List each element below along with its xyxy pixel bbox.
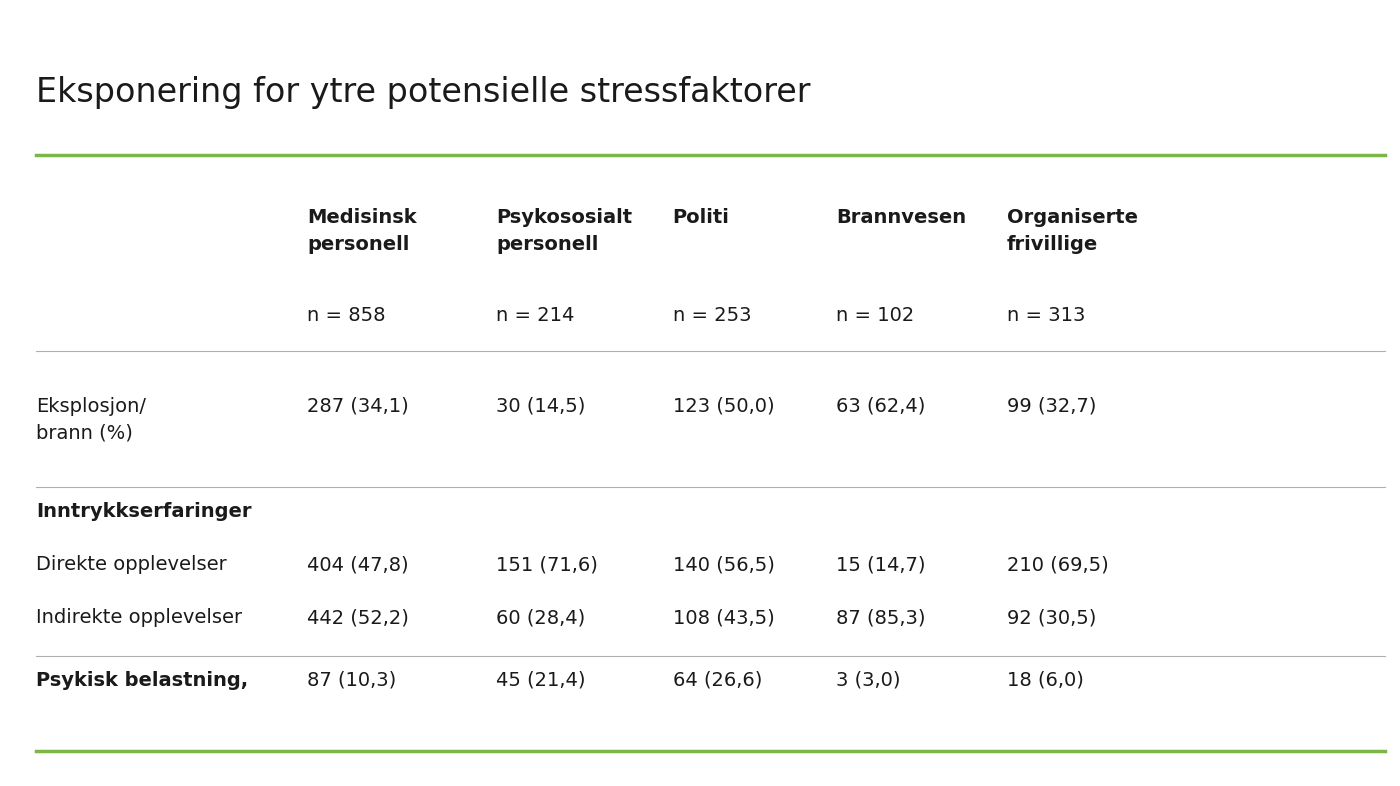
Text: 18 (6,0): 18 (6,0) xyxy=(1007,670,1084,689)
Text: Brannvesen: Brannvesen xyxy=(837,208,966,227)
Text: n = 253: n = 253 xyxy=(673,307,752,325)
Text: 151 (71,6): 151 (71,6) xyxy=(496,555,598,575)
Text: 3 (3,0): 3 (3,0) xyxy=(837,670,902,689)
Text: Indirekte opplevelser: Indirekte opplevelser xyxy=(36,608,242,627)
Text: 108 (43,5): 108 (43,5) xyxy=(673,608,774,627)
Text: 442 (52,2): 442 (52,2) xyxy=(308,608,409,627)
Text: Medisinsk
personell: Medisinsk personell xyxy=(308,208,417,254)
Text: 99 (32,7): 99 (32,7) xyxy=(1007,397,1096,416)
Text: 287 (34,1): 287 (34,1) xyxy=(308,397,409,416)
Text: 15 (14,7): 15 (14,7) xyxy=(837,555,925,575)
Text: Psykisk belastning,: Psykisk belastning, xyxy=(36,670,249,689)
Text: 30 (14,5): 30 (14,5) xyxy=(496,397,585,416)
Text: 140 (56,5): 140 (56,5) xyxy=(673,555,774,575)
Text: Eksplosjon/
brann (%): Eksplosjon/ brann (%) xyxy=(36,397,147,443)
Text: n = 214: n = 214 xyxy=(496,307,574,325)
Text: Politi: Politi xyxy=(673,208,729,227)
Text: n = 858: n = 858 xyxy=(308,307,386,325)
Text: Direkte opplevelser: Direkte opplevelser xyxy=(36,555,227,575)
Text: 60 (28,4): 60 (28,4) xyxy=(496,608,585,627)
Text: 210 (69,5): 210 (69,5) xyxy=(1007,555,1109,575)
Text: 63 (62,4): 63 (62,4) xyxy=(837,397,925,416)
Text: 45 (21,4): 45 (21,4) xyxy=(496,670,585,689)
Text: Eksponering for ytre potensielle stressfaktorer: Eksponering for ytre potensielle stressf… xyxy=(36,76,811,109)
Text: n = 313: n = 313 xyxy=(1007,307,1085,325)
Text: n = 102: n = 102 xyxy=(837,307,914,325)
Text: Organiserte
frivillige: Organiserte frivillige xyxy=(1007,208,1138,254)
Text: 64 (26,6): 64 (26,6) xyxy=(673,670,762,689)
Text: 92 (30,5): 92 (30,5) xyxy=(1007,608,1096,627)
Text: 87 (10,3): 87 (10,3) xyxy=(308,670,396,689)
Text: 87 (85,3): 87 (85,3) xyxy=(837,608,925,627)
Text: Psykososialt
personell: Psykososialt personell xyxy=(496,208,633,254)
Text: 404 (47,8): 404 (47,8) xyxy=(308,555,409,575)
Text: Inntrykkserfaringer: Inntrykkserfaringer xyxy=(36,502,252,521)
Text: 123 (50,0): 123 (50,0) xyxy=(673,397,774,416)
